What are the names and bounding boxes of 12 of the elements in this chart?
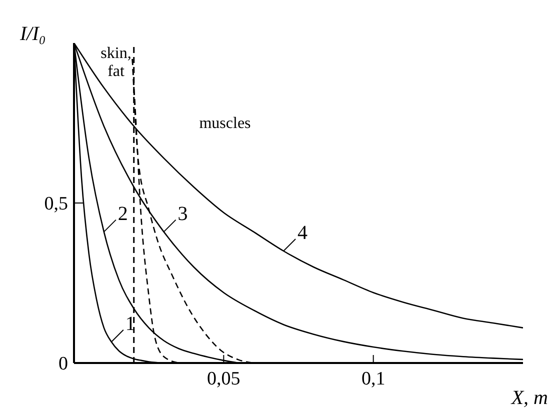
annotation: skin, fat: [100, 45, 132, 80]
annotation: muscles: [199, 115, 251, 132]
x-axis-title: X, m: [510, 387, 548, 409]
legend-label: 1: [125, 312, 136, 335]
legend-label: 3: [178, 202, 188, 225]
y-tick-label: 0,5: [44, 194, 68, 215]
legend-label: 2: [118, 202, 128, 225]
legend-label: 4: [298, 222, 308, 244]
y-axis-title: I/I₀: [19, 23, 46, 45]
x-tick-label: 0,1: [361, 368, 386, 390]
x-tick-label: 0,05: [207, 368, 240, 390]
y-tick-label: 0: [58, 354, 68, 375]
